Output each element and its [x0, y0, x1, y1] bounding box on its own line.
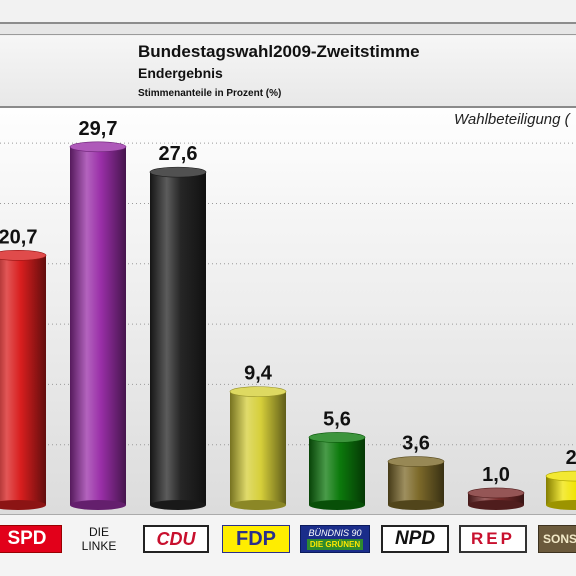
top-strip — [0, 0, 576, 24]
bar-body — [0, 255, 46, 505]
value-label: 5,6 — [323, 408, 351, 430]
logo-rep-text: REP — [471, 529, 515, 548]
logo-fdp-text: FDP — [236, 527, 276, 550]
bar-base — [150, 500, 206, 510]
party-logo-row: SPD DIE LINKE CDU FDP BÜNDNIS 90 DIE GRÜ… — [0, 514, 576, 576]
logo-gruene-line2: DIE GRÜNEN — [306, 539, 364, 550]
value-labels-group: 20,7 29,7 27,6 9,4 5,6 3,6 1,0 2, — [0, 118, 576, 486]
bar-4 — [229, 386, 287, 510]
bar-cap — [467, 487, 525, 499]
logo-cdu: CDU — [143, 525, 209, 553]
top-strip-secondary — [0, 24, 576, 35]
bar-cap — [387, 456, 445, 467]
bar-cap — [69, 141, 127, 153]
logo-spd-text: SPD — [7, 528, 47, 549]
bar-cap — [229, 386, 287, 397]
bar-6 — [387, 456, 445, 510]
logo-gruene-line1: BÜNDNIS 90 — [308, 528, 362, 538]
chart-unit-note: Stimmenanteile in Prozent (%) — [138, 88, 282, 99]
value-label: 9,4 — [244, 363, 273, 385]
bar-cap — [545, 470, 576, 482]
bar-base — [0, 500, 46, 510]
logo-npd: NPD — [381, 525, 449, 553]
logo-rep: REP — [459, 525, 527, 553]
logo-spd: SPD — [0, 525, 62, 553]
turnout-label: Wahlbeteiligung ( — [454, 111, 570, 128]
bar-cap — [149, 166, 207, 178]
bar-8 — [545, 470, 576, 510]
bar-body — [70, 146, 126, 506]
logo-cdu-text: CDU — [156, 528, 196, 549]
bar-base — [309, 500, 365, 510]
bar-base — [70, 500, 126, 510]
bar-base — [546, 500, 576, 510]
value-label: 1,0 — [482, 464, 510, 486]
bars-group — [0, 141, 576, 510]
bar-3 — [149, 166, 207, 510]
logo-sons-text: SONS — [543, 532, 576, 546]
bar-7 — [467, 487, 525, 510]
bar-cap — [0, 250, 47, 261]
bar-body — [309, 437, 365, 505]
chart-header — [0, 36, 576, 108]
logo-linke-line2: LINKE — [81, 539, 117, 553]
logo-linke-line1: DIE — [88, 525, 109, 539]
bar-base — [230, 500, 286, 510]
bar-base — [388, 500, 444, 510]
value-label: 20,7 — [0, 226, 37, 248]
bar-2 — [69, 141, 127, 510]
logo-sonstige: SONS — [538, 525, 576, 553]
value-label: 2, — [566, 447, 576, 469]
bar-1 — [0, 250, 47, 510]
logo-npd-text: NPD — [394, 528, 436, 549]
bar-body — [230, 391, 286, 505]
value-label: 29,7 — [79, 118, 118, 140]
bar-body — [388, 461, 444, 505]
value-label: 3,6 — [402, 433, 430, 455]
logo-die-linke: DIE LINKE — [64, 523, 134, 555]
bar-5 — [308, 432, 366, 510]
chart-title: Bundestagswahl2009-Zweitstimme — [138, 42, 420, 61]
value-label: 27,6 — [159, 143, 198, 165]
chart-subtitle: Endergebnis — [138, 65, 223, 81]
bar-cap — [308, 432, 366, 443]
logo-gruene: BÜNDNIS 90 DIE GRÜNEN — [300, 525, 370, 553]
bar-body — [150, 172, 206, 506]
bar-base — [468, 500, 524, 510]
logo-fdp: FDP — [222, 525, 290, 553]
